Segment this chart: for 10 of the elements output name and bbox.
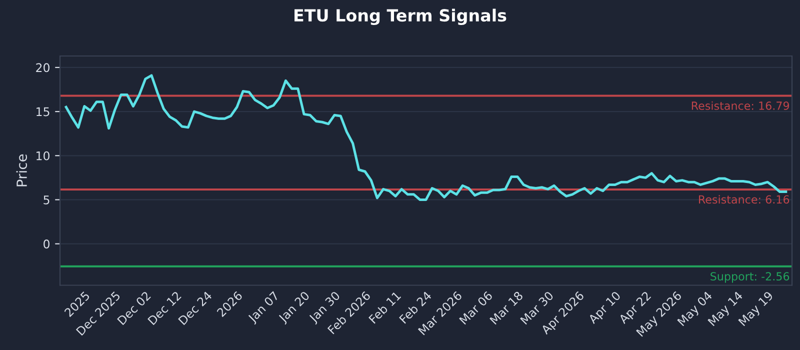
chart-title: ETU Long Term Signals: [294, 8, 506, 26]
y-tick-label: 20: [36, 63, 50, 72]
y-tick-label: 10: [36, 151, 50, 160]
ref-line-label: Resistance: 16.79: [692, 101, 790, 110]
y-tick-label: 0: [44, 240, 50, 248]
y-tick-label: 15: [36, 107, 50, 116]
y-tick-label: 5: [44, 196, 50, 204]
y-axis-title: Price: [16, 154, 28, 186]
ref-line-label: Resistance: 6.16: [699, 195, 790, 204]
ref-line-label: Support: -2.56: [710, 272, 790, 283]
